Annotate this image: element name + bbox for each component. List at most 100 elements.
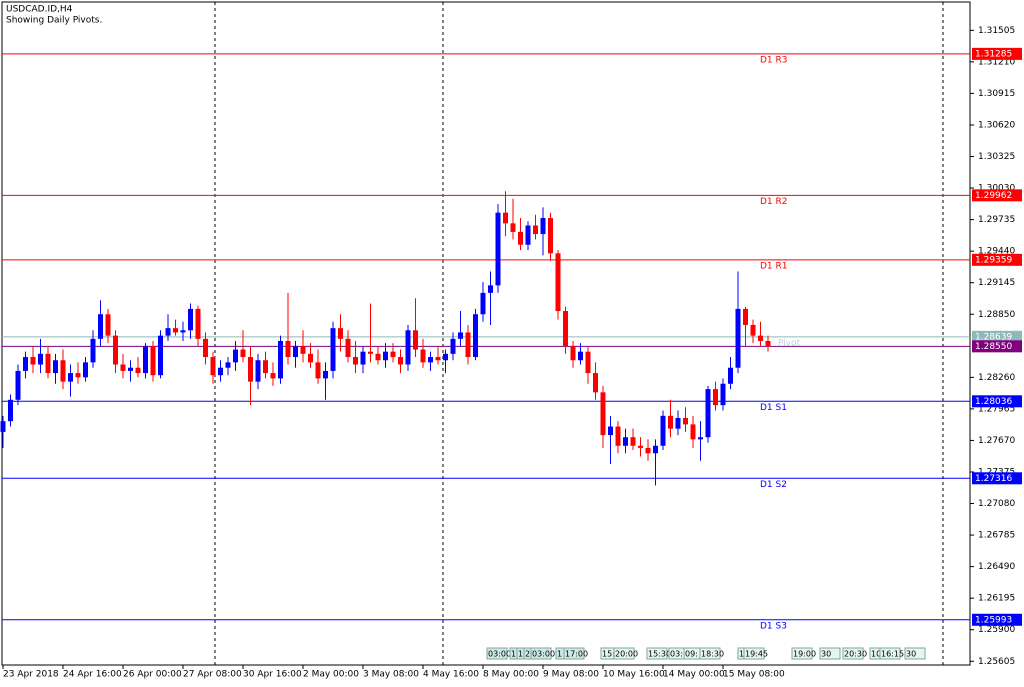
candle-body (743, 308, 748, 325)
candle-body (225, 362, 231, 368)
time-marker: 30 (906, 650, 916, 659)
candle-body (308, 353, 313, 363)
candle-body (698, 437, 703, 440)
time-marker: 15: (602, 650, 615, 659)
candle-body (555, 253, 561, 312)
x-tick-label: 9 May 08:00 (543, 670, 599, 680)
time-marker-box (530, 647, 552, 660)
candle-body (345, 338, 351, 358)
candle-body (705, 389, 711, 438)
candle-body (105, 314, 111, 336)
candle-body (98, 314, 103, 339)
price-box (972, 340, 1022, 353)
candle-body (315, 362, 321, 379)
candle-body (623, 437, 628, 446)
y-tick-label: 1.28850 (978, 310, 1015, 320)
candle-body (398, 357, 403, 365)
candle-body (495, 212, 501, 286)
time-marker: 19:45 (745, 650, 768, 659)
x-tick-label: 26 Apr 00:00 (123, 670, 182, 680)
candle-body (390, 351, 396, 358)
plot-frame (1, 1, 971, 666)
candle-body (30, 357, 36, 365)
candle-body (218, 367, 223, 376)
candle-body (660, 415, 666, 446)
candle-body (758, 335, 763, 341)
time-marker: 16:15 (881, 650, 904, 659)
candle-body (368, 351, 373, 354)
time-marker: 18:30 (701, 650, 724, 659)
candle-body (428, 357, 433, 363)
candle-body (90, 338, 96, 363)
y-tick-label: 1.29440 (978, 247, 1015, 257)
candle-body (23, 357, 28, 371)
candle-body (195, 308, 201, 339)
x-tick-label: 10 May 16:00 (603, 670, 665, 680)
candle-body (675, 417, 681, 429)
candle-body (765, 340, 771, 347)
candle-body (690, 424, 696, 440)
y-tick-label: 1.29145 (978, 278, 1015, 288)
candle-body (435, 357, 441, 361)
time-marker: 09: (685, 650, 698, 659)
candle-body (585, 351, 591, 374)
candle-body (383, 351, 388, 361)
time-marker: 03:00 (532, 650, 555, 659)
price-label: 1.27316 (975, 474, 1012, 484)
candle-body (540, 218, 546, 235)
time-marker: 30 (821, 650, 831, 659)
candle-body (465, 332, 471, 358)
time-marker-box (819, 647, 841, 660)
candle-body (285, 340, 291, 358)
time-marker-box (879, 647, 901, 660)
candle-body (728, 367, 733, 384)
time-marker: 19:00 (793, 650, 816, 659)
candle-body (450, 338, 456, 354)
candle-body (45, 353, 51, 374)
y-tick-label: 1.28260 (978, 373, 1015, 383)
candle-body (188, 308, 193, 331)
candle-body (615, 426, 621, 446)
y-tick-label: 1.31505 (978, 26, 1015, 36)
price-box (972, 189, 1022, 202)
y-tick-label: 1.25605 (978, 657, 1015, 667)
time-marker-box (842, 647, 864, 660)
candle-body (165, 328, 171, 336)
candle-body (323, 370, 328, 379)
x-tick-label: 30 Apr 16:00 (243, 670, 302, 680)
y-tick-label: 1.29735 (978, 215, 1015, 225)
y-tick-label: 1.27965 (978, 404, 1015, 414)
time-marker: 1 (518, 650, 523, 659)
y-tick-label: 1.31210 (978, 57, 1015, 67)
pivot-name: D1 S1 (760, 403, 787, 413)
symbol: USDCAD.ID,H4 (6, 5, 73, 15)
pivot-name: D1 S3 (760, 621, 787, 631)
candle-body (443, 353, 448, 361)
x-tick-label: 23 Apr 2018 (3, 670, 59, 680)
candle-body (338, 328, 343, 339)
x-tick-label: 27 Apr 08:00 (183, 670, 242, 680)
candle-body (248, 357, 253, 382)
x-tick-label: 8 May 00:00 (483, 670, 539, 680)
subtitle: Showing Daily Pivots. (6, 16, 102, 26)
time-marker: 15:30 (648, 650, 671, 659)
x-tick-label: 4 May 16:00 (423, 670, 479, 680)
candle-body (735, 308, 741, 368)
pivot-name: D1 S2 (760, 480, 787, 490)
time-marker: 2 (525, 650, 530, 659)
candle-body (143, 346, 148, 374)
candle-body (360, 351, 366, 365)
candle-body (233, 349, 238, 363)
x-tick-label: 15 May 08:00 (723, 670, 785, 680)
candle-body (68, 373, 73, 382)
price-box (972, 395, 1022, 408)
candle-body (120, 364, 126, 371)
candle-body (75, 373, 81, 378)
candle-body (330, 328, 336, 371)
price-box (972, 253, 1022, 266)
candle-body (180, 330, 186, 333)
candle-body (488, 285, 493, 293)
time-marker-box (646, 647, 668, 660)
time-marker: 03: (670, 650, 683, 659)
y-tick-label: 1.26195 (978, 594, 1015, 604)
